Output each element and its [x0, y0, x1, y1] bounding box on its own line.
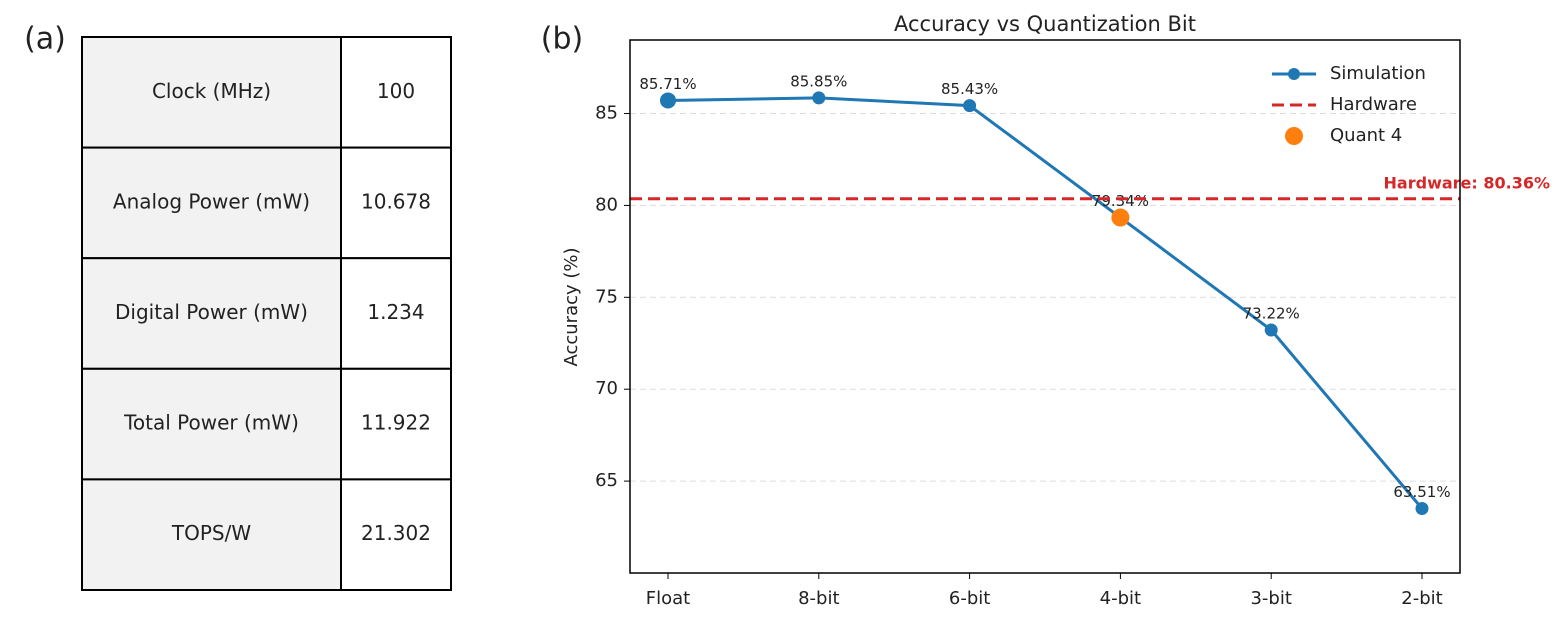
panel-label: (a) — [24, 22, 66, 57]
data-label: 73.22% — [1243, 305, 1300, 323]
cell-text: 21.302 — [361, 521, 431, 545]
cell-text: 1.234 — [367, 300, 424, 324]
plot-frame — [629, 39, 1461, 574]
legend-label: Quant 4 — [1330, 125, 1402, 146]
table-cell — [81, 36, 342, 149]
x-tick-label: Float — [646, 588, 690, 609]
data-label: 85.85% — [790, 72, 847, 90]
y-tick-label: 75 — [595, 286, 618, 307]
table-cell — [340, 36, 452, 149]
cell-text: 100 — [377, 79, 415, 103]
data-point — [1264, 323, 1278, 337]
cell-text: 10.678 — [361, 189, 431, 213]
table-cell — [340, 478, 452, 591]
legend-swatch — [1285, 127, 1303, 145]
x-tick-label: 3-bit — [1250, 588, 1291, 609]
cell-text: 11.922 — [361, 411, 431, 435]
y-tick-label: 85 — [595, 103, 618, 124]
x-tick-label: 6-bit — [949, 588, 990, 609]
data-label: 79.34% — [1092, 192, 1149, 210]
x-tick-label: 4-bit — [1100, 588, 1141, 609]
cell-text: Clock (MHz) — [152, 79, 271, 103]
x-tick-label: 2-bit — [1401, 588, 1442, 609]
cell-text: Analog Power (mW) — [113, 189, 310, 213]
highlight-point — [1111, 208, 1130, 227]
x-tick-label: 8-bit — [798, 588, 839, 609]
table-cell — [81, 146, 342, 260]
chart-title: Accuracy vs Quantization Bit — [894, 12, 1196, 36]
cell-text: Digital Power (mW) — [115, 300, 308, 324]
panel-label: (b) — [541, 22, 583, 57]
cell-text: TOPS/W — [171, 521, 251, 545]
reference-label: Hardware: 80.36% — [1384, 173, 1550, 192]
y-tick-label: 70 — [595, 378, 618, 399]
data-label: 85.71% — [639, 75, 696, 93]
data-point — [660, 92, 676, 109]
data-point — [1415, 501, 1429, 515]
y-axis-label: Accuracy (%) — [561, 247, 582, 366]
table-cell — [340, 257, 452, 370]
table-cell — [340, 367, 452, 481]
y-tick-label: 80 — [595, 194, 618, 215]
cell-text: Total Power (mW) — [123, 411, 299, 435]
data-label: 85.43% — [941, 80, 998, 98]
data-label: 63.51% — [1393, 483, 1450, 501]
legend-swatch — [1288, 68, 1300, 80]
y-tick-label: 65 — [595, 470, 618, 491]
table-cell — [81, 478, 342, 591]
legend-label: Simulation — [1330, 63, 1426, 84]
data-line — [667, 96, 1424, 510]
data-point — [963, 99, 977, 113]
table-cell — [340, 146, 452, 260]
legend-label: Hardware — [1330, 94, 1417, 115]
table-cell — [81, 257, 342, 370]
data-point — [812, 91, 826, 105]
